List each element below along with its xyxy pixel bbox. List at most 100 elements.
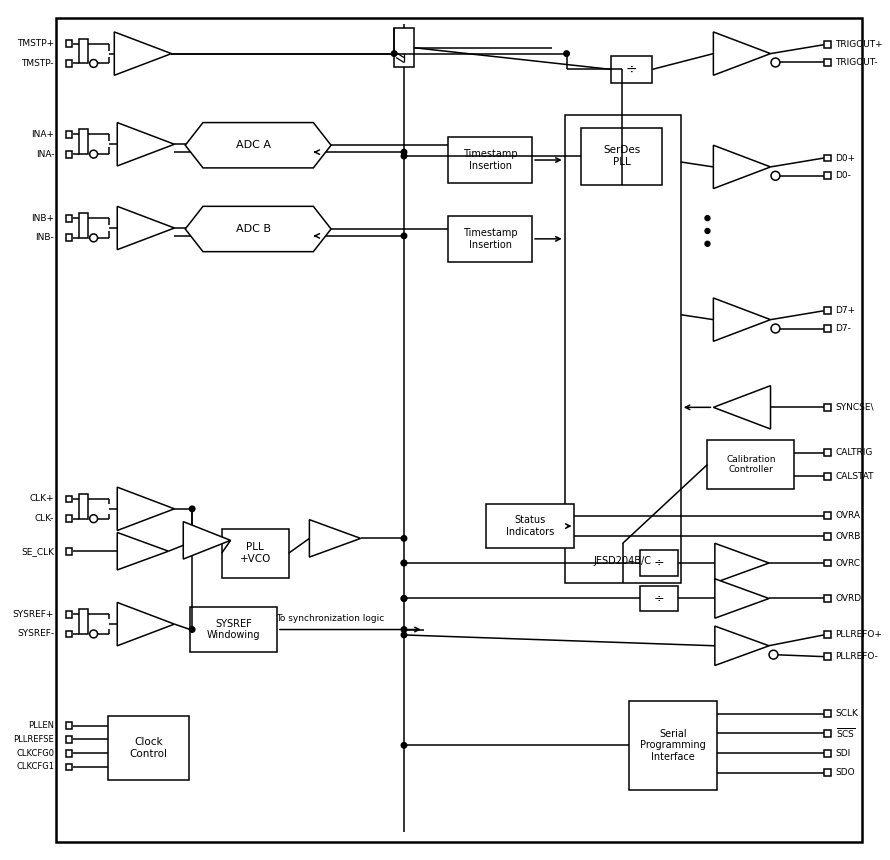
Text: To synchronization logic: To synchronization logic [276, 614, 384, 624]
Polygon shape [117, 206, 174, 249]
Bar [824, 533, 831, 540]
Text: SerDes
PLL: SerDes PLL [603, 145, 641, 167]
Polygon shape [117, 532, 168, 570]
Polygon shape [715, 544, 769, 583]
Bar [824, 513, 831, 519]
Bar [641, 550, 678, 576]
Polygon shape [117, 487, 174, 531]
Text: ÷: ÷ [654, 592, 665, 605]
Polygon shape [310, 519, 360, 557]
Bar [79, 213, 88, 238]
Circle shape [401, 560, 407, 566]
Bar [824, 631, 831, 638]
Text: ÷: ÷ [654, 556, 665, 569]
Text: Calibration
Controller: Calibration Controller [726, 455, 775, 474]
Text: INB+: INB+ [31, 213, 54, 223]
Bar [66, 764, 72, 771]
Circle shape [771, 324, 780, 333]
Bar [824, 449, 831, 456]
Bar [824, 750, 831, 757]
Text: SYSREF
Windowing: SYSREF Windowing [206, 618, 260, 641]
Bar [824, 41, 831, 48]
Polygon shape [715, 626, 769, 666]
Circle shape [90, 515, 98, 523]
Circle shape [401, 596, 407, 601]
Circle shape [769, 650, 778, 659]
Bar [79, 39, 88, 64]
Circle shape [705, 242, 710, 246]
Bar [824, 595, 831, 602]
Bar [66, 630, 72, 637]
Text: TMSTP-: TMSTP- [21, 59, 54, 68]
Bar [66, 548, 72, 555]
Circle shape [563, 51, 570, 57]
Circle shape [190, 506, 195, 512]
Bar [66, 611, 72, 617]
Text: D0-: D0- [836, 171, 852, 181]
Bar [394, 28, 414, 67]
Bar [824, 654, 831, 660]
Polygon shape [117, 603, 174, 646]
Bar [66, 750, 72, 757]
Polygon shape [117, 123, 174, 166]
Text: TRIGOUT-: TRIGOUT- [836, 58, 878, 67]
Text: PLLEN: PLLEN [28, 721, 54, 730]
Bar [449, 216, 532, 261]
Text: TRIGOUT+: TRIGOUT+ [836, 40, 883, 49]
Bar [708, 439, 794, 489]
Bar [66, 60, 72, 67]
Text: CLK-: CLK- [35, 514, 54, 523]
Circle shape [401, 536, 407, 541]
Text: D7-: D7- [836, 324, 852, 333]
Circle shape [90, 59, 98, 67]
Circle shape [90, 630, 98, 638]
Polygon shape [185, 123, 331, 168]
Text: Timestamp
Insertion: Timestamp Insertion [463, 150, 517, 171]
Text: CLKCFG0: CLKCFG0 [16, 749, 54, 758]
Text: SE_CLK: SE_CLK [21, 547, 54, 556]
Text: PLL
+VCO: PLL +VCO [239, 543, 271, 564]
Bar [824, 473, 831, 480]
Polygon shape [185, 206, 331, 252]
Polygon shape [714, 385, 771, 429]
Bar [190, 607, 277, 652]
Text: CALSTAT: CALSTAT [836, 472, 874, 481]
Bar [109, 716, 190, 780]
Bar [824, 172, 831, 179]
Bar [824, 710, 831, 717]
Circle shape [401, 627, 407, 632]
Bar [66, 150, 72, 157]
Text: SCLK: SCLK [836, 710, 859, 718]
Bar [564, 114, 681, 583]
Circle shape [771, 171, 780, 181]
Circle shape [401, 233, 407, 238]
Text: Status
Indicators: Status Indicators [506, 515, 554, 537]
Polygon shape [714, 145, 771, 188]
Text: PLLREFO-: PLLREFO- [836, 652, 878, 661]
Bar [486, 504, 574, 548]
Text: INA-: INA- [36, 150, 54, 158]
Bar [66, 495, 72, 502]
Bar [66, 515, 72, 522]
Text: OVRD: OVRD [836, 594, 862, 603]
Bar [824, 155, 831, 162]
Text: SYSREF-: SYSREF- [17, 630, 54, 638]
Text: $\overline{\mathrm{SCS}}$: $\overline{\mathrm{SCS}}$ [836, 727, 855, 740]
Text: INA+: INA+ [31, 130, 54, 139]
Text: D7+: D7+ [836, 306, 855, 316]
Bar [79, 494, 88, 519]
Bar [824, 307, 831, 314]
Bar [641, 586, 678, 611]
Text: D0+: D0+ [836, 154, 855, 163]
Bar [824, 404, 831, 411]
Text: Clock
Control: Clock Control [130, 737, 168, 759]
Text: ADC A: ADC A [236, 140, 271, 150]
Circle shape [90, 150, 98, 158]
Bar [222, 529, 288, 578]
Circle shape [392, 51, 397, 57]
Circle shape [401, 153, 407, 159]
Text: SYSREF+: SYSREF+ [12, 610, 54, 618]
Bar [66, 722, 72, 729]
Polygon shape [714, 298, 771, 341]
Bar [611, 56, 652, 83]
